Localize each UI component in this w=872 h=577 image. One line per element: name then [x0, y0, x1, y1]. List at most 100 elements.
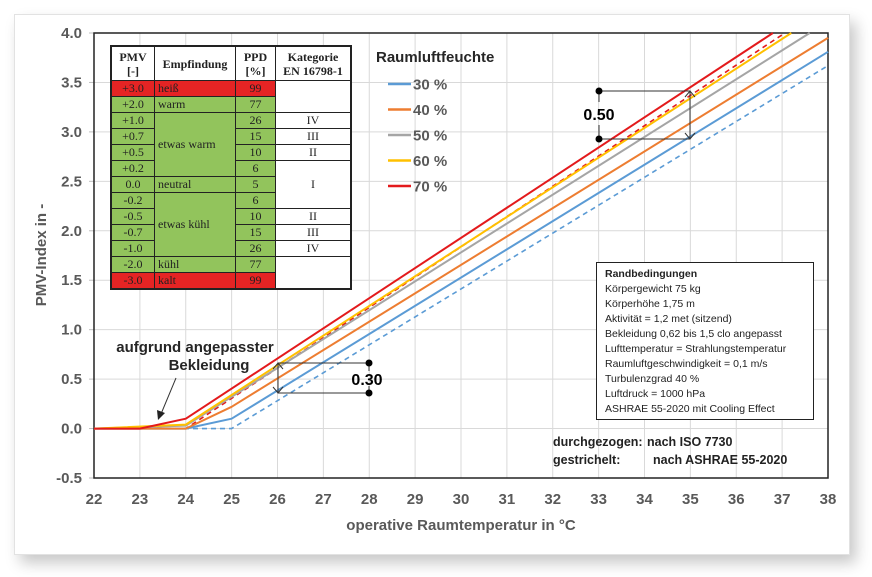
ppd-value: 26 [235, 112, 276, 129]
pmv-value: +0.7 [110, 128, 155, 145]
pmv-value: -1.0 [110, 240, 155, 257]
legend: 30 % 40 % 50 % 60 % 70 % [388, 77, 447, 196]
header-kategorie: Kategorie EN 16798-1 [275, 45, 352, 81]
y-tick-label: 4.0 [61, 25, 82, 42]
pmv-value: +0.5 [110, 144, 155, 161]
x-tick-label: 32 [544, 491, 561, 508]
x-tick-label: 34 [636, 491, 653, 508]
condition-line: Lufttemperatur = Strahlungstemperatur [605, 343, 787, 355]
annotation-text-line2: Bekleidung [169, 357, 250, 374]
y-tick-label: 3.0 [61, 124, 82, 141]
pmv-value: 0.0 [110, 176, 155, 193]
table-row: -2.0 kühl 77 [110, 256, 352, 290]
y-tick-label: 0.5 [61, 371, 82, 388]
condition-line: Raumluftgeschwindigkeit = 0,1 m/s [605, 358, 768, 370]
y-axis-title: PMV-Index in - [33, 204, 50, 307]
x-tick-label: 37 [774, 491, 791, 508]
pmv-value: +2.0 [110, 96, 155, 113]
pmv-value: +0.2 [110, 160, 155, 177]
line-style-note: durchgezogen: nach ISO 7730 gestrichelt:… [553, 433, 787, 469]
x-tick-label: 36 [728, 491, 745, 508]
delta-bracket-low [272, 359, 373, 397]
note-solid: durchgezogen: nach ISO 7730 [553, 435, 733, 449]
ppd-value: 99 [235, 80, 276, 97]
empfindung-cell: etwas kühl [154, 192, 236, 257]
pmv-value: -2.0 [110, 256, 155, 273]
y-tick-label: 3.5 [61, 74, 82, 91]
table-row: +0.7 15 III [110, 128, 352, 145]
y-tick-label: 1.5 [61, 272, 82, 289]
pmv-value: -0.5 [110, 208, 155, 225]
condition-line: Luftdruck = 1000 hPa [605, 388, 706, 400]
legend-label: 30 % [413, 77, 447, 94]
x-tick-label: 29 [407, 491, 424, 508]
empfindung-cell: kalt [154, 272, 236, 290]
ppd-value: 77 [235, 96, 276, 113]
table-header-row: PMV [-] Empfindung PPD [%] Kategorie EN 167… [110, 45, 352, 81]
x-tick-label: 28 [361, 491, 378, 508]
pmv-value: -0.2 [110, 192, 155, 209]
kategorie-cell: II [275, 144, 352, 161]
annotation-text-line1: aufgrund angepasster [116, 339, 274, 356]
ppd-value: 6 [235, 192, 276, 209]
kategorie-cell: III [275, 224, 352, 241]
header-empfindung: Empfindung [154, 45, 236, 81]
y-tick-label: 2.0 [61, 223, 82, 240]
legend-label: 60 % [413, 153, 447, 170]
condition-line: Körpergewicht 75 kg [605, 283, 701, 295]
boundary-conditions-box: Randbedingungen Körpergewicht 75 kg Körp… [596, 262, 814, 420]
x-tick-label: 26 [269, 491, 286, 508]
pmv-value: +3.0 [110, 80, 155, 97]
x-tick-label: 38 [820, 491, 837, 508]
x-tick-label: 27 [315, 491, 332, 508]
delta-label-low: 0.30 [351, 372, 382, 389]
pmv-value: -0.7 [110, 224, 155, 241]
empfindung-cell: neutral [154, 176, 236, 193]
kategorie-cell: III [275, 128, 352, 145]
axis-ticks: 22 23 24 25 26 27 28 29 30 31 32 33 34 35 36 37 38 4.0 3.5… [56, 25, 836, 508]
kategorie-cell: IV [275, 112, 352, 129]
plot-frame [93, 32, 829, 479]
ppd-value: 10 [235, 208, 276, 225]
kategorie-cell [275, 256, 352, 290]
header-ppd: PPD [%] [235, 45, 276, 81]
kategorie-cell: I [275, 160, 352, 209]
condition-line: Turbulenzgrad 40 % [605, 373, 700, 385]
series-line-60- [93, 32, 792, 430]
pmv-value: +1.0 [110, 112, 155, 129]
ppd-value: 77 [235, 256, 276, 273]
table-row: -0.2 etwas kühl 6 [110, 192, 351, 257]
x-tick-label: 30 [453, 491, 470, 508]
empfindung-cell: warm [154, 96, 236, 113]
y-tick-label: 0.0 [61, 421, 82, 438]
table-row: +1.0 etwas warm 26 IV [110, 112, 352, 177]
y-tick-label: 2.5 [61, 173, 82, 190]
boundary-conditions-title: Randbedingungen [605, 268, 698, 280]
x-tick-label: 24 [177, 491, 194, 508]
empfindung-cell: kühl [154, 256, 236, 273]
annotation-arrow-icon [157, 377, 177, 420]
condition-line: Körperhöhe 1,75 m [605, 298, 695, 310]
delta-label-high: 0.50 [583, 107, 614, 124]
x-tick-label: 25 [223, 491, 240, 508]
data-series [93, 32, 829, 430]
table-row: -3.0 kalt 99 [110, 272, 351, 290]
pmv-ppd-table: PMV [-] Empfindung PPD [%] Kategorie EN 167… [110, 45, 352, 290]
condition-line: Aktivität = 1,2 met (sitzend) [605, 313, 732, 325]
delta-bracket-high [595, 87, 696, 143]
legend-label: 40 % [413, 102, 447, 119]
kategorie-cell: IV [275, 240, 352, 257]
condition-line: ASHRAE 55-2020 mit Cooling Effect [605, 403, 775, 415]
x-axis-title: operative Raumtemperatur in °C [346, 517, 576, 534]
header-pmv: PMV [-] [110, 45, 155, 81]
y-tick-label: 1.0 [61, 322, 82, 339]
kategorie-cell: II [275, 208, 352, 225]
pmv-value: -3.0 [110, 272, 155, 290]
empfindung-cell: etwas warm [154, 112, 236, 177]
note-dashed: gestrichelt: nach ASHRAE 55-2020 [553, 453, 788, 467]
ppd-value: 10 [235, 144, 276, 161]
x-tick-label: 23 [132, 491, 149, 508]
x-tick-label: 35 [682, 491, 699, 508]
ppd-value: 15 [235, 224, 276, 241]
